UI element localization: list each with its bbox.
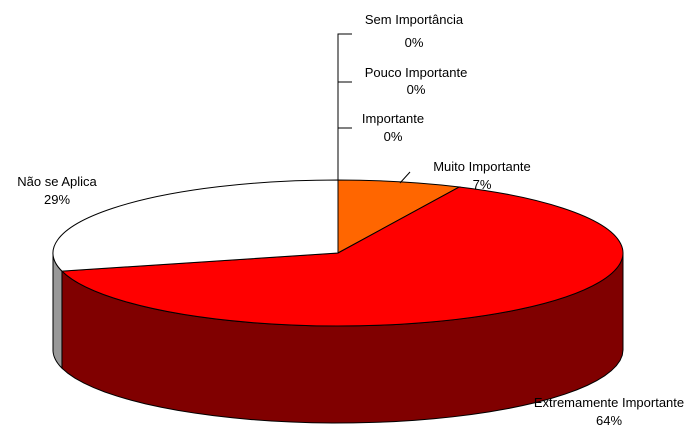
slice-value-sem-importancia: 0%	[405, 35, 424, 50]
slice-value-pouco-importante: 0%	[407, 82, 426, 97]
slice-value-importante: 0%	[384, 129, 403, 144]
pie-layer	[52, 179, 624, 424]
slice-value-nao-se-aplica: 29%	[44, 192, 70, 207]
slice-value-extremamente-importante: 64%	[596, 413, 622, 427]
slice-label-nao-se-aplica: Não se Aplica	[17, 174, 97, 189]
leader-line-sem-importancia	[337, 33, 352, 250]
pie-slice-muito-importante	[337, 179, 461, 254]
label-layer: Sem Importância 0% Pouco Importante 0% I…	[17, 12, 684, 427]
slice-value-muito-importante: 7%	[473, 177, 492, 192]
slice-label-pouco-importante: Pouco Importante	[365, 65, 468, 80]
slice-label-importante: Importante	[362, 111, 424, 126]
slice-label-extremamente-importante: Extremamente Importante	[534, 395, 684, 410]
leader-line-muito-importante	[399, 171, 411, 184]
slice-label-muito-importante: Muito Importante	[433, 159, 531, 174]
slice-label-sem-importancia: Sem Importância	[365, 12, 464, 27]
pie-slice-extremamente-importante	[60, 186, 624, 327]
pie-slice-nao-se-aplica	[52, 179, 339, 272]
